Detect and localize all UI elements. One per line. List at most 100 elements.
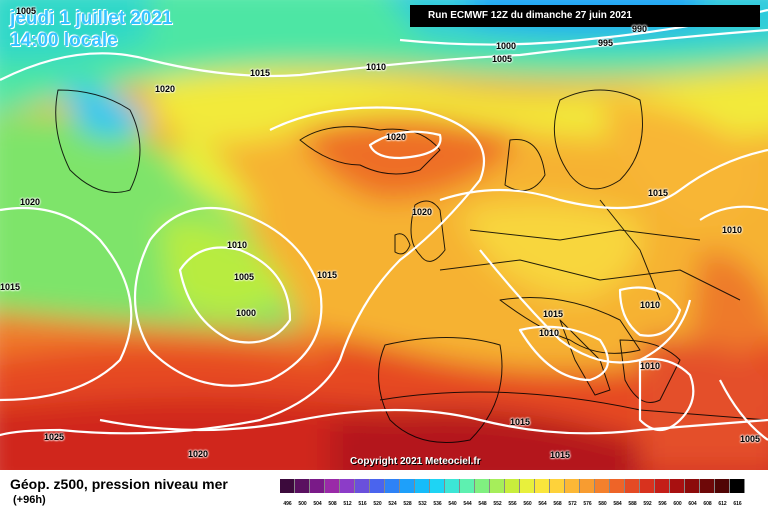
legend-title: Géop. z500, pression niveau mer: [10, 476, 228, 492]
color-scale-label: 592: [643, 501, 652, 507]
color-scale-swatch: [325, 479, 340, 493]
color-scale-label: 504: [313, 501, 322, 507]
color-scale-label: 556: [508, 501, 517, 507]
color-scale-label: 560: [523, 501, 532, 507]
isobar-label: 1015: [250, 68, 271, 78]
color-scale-labels: 496 500 504 508 512 516 520 524 528 532 536 540 544 5…: [280, 501, 745, 507]
color-scale: [280, 479, 745, 493]
isobar-label: 1020: [412, 207, 433, 217]
color-scale-swatch: [610, 479, 625, 493]
color-scale-swatch: [595, 479, 610, 493]
isobar-label: 1000: [236, 308, 257, 318]
color-scale-swatch: [370, 479, 385, 493]
isobar-label: 1020: [155, 84, 176, 94]
color-scale-label: 496: [283, 501, 292, 507]
isobar-label: 990: [632, 24, 648, 34]
color-scale-swatch: [400, 479, 415, 493]
color-scale-swatch: [340, 479, 355, 493]
isobar-label: 1015: [510, 417, 531, 427]
isobar-label: 1010: [640, 300, 661, 310]
isobar-label: 1020: [20, 197, 41, 207]
isobar-label: 1000: [496, 41, 517, 51]
color-scale-label: 608: [703, 501, 712, 507]
color-scale-label: 576: [583, 501, 592, 507]
color-scale-swatch: [445, 479, 460, 493]
color-scale-swatch: [385, 479, 400, 493]
color-scale-swatch: [490, 479, 505, 493]
color-scale-swatch: [670, 479, 685, 493]
color-scale-label: 588: [628, 501, 637, 507]
color-scale-swatch: [715, 479, 730, 493]
isobar-label: 1025: [44, 432, 65, 442]
isobar-label: 1015: [317, 270, 338, 280]
color-scale-label: 564: [538, 501, 547, 507]
color-scale-swatch: [655, 479, 670, 493]
color-scale-swatch: [640, 479, 655, 493]
color-scale-label: 520: [373, 501, 382, 507]
color-scale-label: 528: [403, 501, 412, 507]
isobar-label: 1010: [722, 225, 743, 235]
color-scale-label: 600: [673, 501, 682, 507]
isobar-label: 1015: [543, 309, 564, 319]
isobar-label: 1005: [492, 54, 513, 64]
color-scale-label: 508: [328, 501, 337, 507]
color-scale-swatch: [520, 479, 535, 493]
color-scale-label: 552: [493, 501, 502, 507]
color-scale-label: 548: [478, 501, 487, 507]
weather-map: jeudi 1 juillet 2021 14:00 locale Run EC…: [0, 0, 768, 470]
color-scale-swatch: [310, 479, 325, 493]
forecast-date-line: jeudi 1 juillet 2021: [10, 8, 173, 29]
isobar-label: 1005: [16, 6, 37, 16]
color-scale-swatch: [700, 479, 715, 493]
color-scale-swatch: [460, 479, 475, 493]
color-scale-label: 544: [463, 501, 472, 507]
isobar-label: 1020: [188, 449, 209, 459]
color-scale-label: 568: [553, 501, 562, 507]
color-scale-label: 580: [598, 501, 607, 507]
run-info: Run ECMWF 12Z du dimanche 27 juin 2021: [410, 5, 760, 27]
color-scale-swatch: [295, 479, 310, 493]
copyright: Copyright 2021 Meteociel.fr: [350, 456, 481, 467]
color-scale-label: 572: [568, 501, 577, 507]
color-scale-label: 516: [358, 501, 367, 507]
legend-footer: Géop. z500, pression niveau mer (+96h) 4…: [0, 470, 768, 512]
color-scale-swatch: [475, 479, 490, 493]
isobar-label: 1015: [648, 188, 669, 198]
color-scale-swatch: [535, 479, 550, 493]
color-scale-label: 524: [388, 501, 397, 507]
isobar-label: 1010: [227, 240, 248, 250]
color-scale-label: 536: [433, 501, 442, 507]
isobar-label: 1005: [740, 434, 761, 444]
color-scale-swatch: [355, 479, 370, 493]
isobar-label: 1015: [0, 282, 21, 292]
color-scale-swatch: [550, 479, 565, 493]
forecast-time-line: 14:00 locale: [10, 30, 118, 51]
color-scale-swatch: [415, 479, 430, 493]
color-scale-label: 584: [613, 501, 622, 507]
color-scale-label: 596: [658, 501, 667, 507]
color-scale-swatch: [730, 479, 745, 493]
isobar-label: 1005: [234, 272, 255, 282]
color-scale-label: 612: [718, 501, 727, 507]
color-scale-swatch: [625, 479, 640, 493]
color-scale-swatch: [430, 479, 445, 493]
color-scale-label: 616: [733, 501, 742, 507]
color-scale-label: 540: [448, 501, 457, 507]
color-scale-swatch: [565, 479, 580, 493]
forecast-lead: (+96h): [13, 494, 46, 506]
color-scale-label: 500: [298, 501, 307, 507]
isobar-label: 995: [598, 38, 614, 48]
color-scale-swatch: [580, 479, 595, 493]
isobar-label: 1010: [366, 62, 387, 72]
color-scale-swatch: [685, 479, 700, 493]
isobar-label: 1010: [640, 361, 661, 371]
color-scale-label: 512: [343, 501, 352, 507]
color-scale-label: 532: [418, 501, 427, 507]
isobar-label: 1010: [539, 328, 560, 338]
isobar-label: 1015: [550, 450, 571, 460]
forecast-date: jeudi 1 juillet 2021 14:00 locale: [10, 8, 173, 52]
color-scale-label: 604: [688, 501, 697, 507]
color-scale-swatch: [280, 479, 295, 493]
color-scale-swatch: [505, 479, 520, 493]
isobar-label: 1020: [386, 132, 407, 142]
